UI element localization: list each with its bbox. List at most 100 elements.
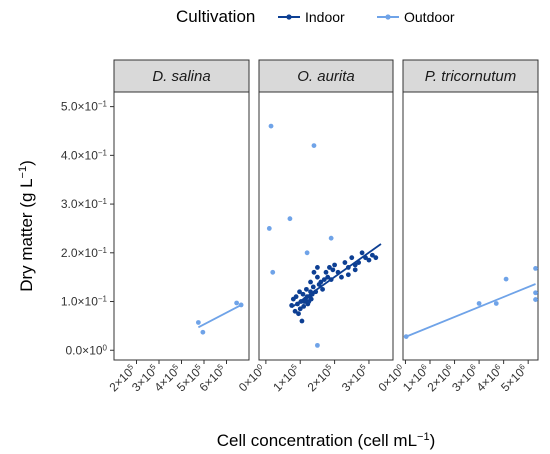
x-tick-label-1-2: 2×105 [304,361,337,394]
point-1-1-20 [308,296,314,302]
point-1-1-22 [310,284,316,290]
x-tick-label-2-4: 4×106 [473,361,506,394]
x-axis-title: Cell concentration (cell mL−1) [217,431,436,450]
point-1-1-45 [366,257,372,263]
point-1-1-49 [315,265,320,270]
panel-strip-0 [113,59,250,93]
point-1-1-5 [296,311,301,317]
legend-label-0: Indoor [305,9,345,25]
y-tick-label-0: 0.0×100 [66,343,108,358]
point-1-1-50 [345,272,351,278]
y-tick-label-3-exp: −1 [98,197,108,206]
point-0-0-3 [238,302,244,308]
y-tick-label-1-exp: −1 [98,294,108,303]
series-2-outdoor [403,265,538,340]
point-0-0-1 [200,329,206,335]
x-tick-label-2-5-exp: 6 [517,361,527,371]
x-tick-label-1-1: 1×105 [270,361,303,394]
y-axis-title: Dry matter (g L−1) [17,160,36,292]
y-tick-label-5: 5.0×10−1 [61,99,108,114]
point-2-0-4 [533,265,538,271]
point-1-0-0 [268,123,274,129]
legend-key-point-0 [286,14,292,20]
point-1-1-14 [304,286,309,292]
x-tick-label-0-0-exp: 5 [125,361,135,371]
point-1-1-29 [321,277,327,282]
axis-titles: Cell concentration (cell mL−1) Dry matter… [17,160,435,450]
x-axis-title-base: Cell concentration (cell mL [217,431,417,450]
point-1-1-2 [292,308,298,314]
point-1-1-44 [363,255,368,261]
y-tick-label-0-exp: 0 [103,343,108,352]
y-tick-label-4-exp: −1 [98,148,108,157]
fit-line-0-0 [197,303,243,329]
x-tick-label-1-3-exp: 5 [358,361,368,371]
x-tick-label-0-4: 6×105 [196,361,229,394]
panel-border-2 [402,91,539,361]
point-1-0-3 [311,143,317,149]
point-1-1-51 [352,267,358,273]
legend: Cultivation Indoor Outdoor [176,7,455,26]
panel-2: P. tricornutum 0×1001×1062×1063×1064×1065… [375,59,539,394]
series-0-outdoor [195,300,244,335]
y-tick-label-1: 1.0×10−1 [61,294,108,309]
series-1-indoor [289,243,382,324]
legend-key-point-1 [385,14,391,20]
point-1-1-23 [311,269,317,275]
point-0-0-2 [234,300,240,306]
x-tick-label-2-4-exp: 6 [492,361,502,371]
point-1-1-10 [300,291,306,297]
y-tick-label-5-exp: −1 [98,99,108,108]
point-2-0-6 [533,297,538,302]
x-axis-title-sup: −1 [417,431,430,443]
point-1-1-34 [330,267,336,273]
x-tick-label-1-0-exp: 0 [255,361,265,371]
panel-title-1: O. aurita [297,68,355,85]
point-1-1-33 [328,277,334,282]
y-axis: 0.0×1001.0×10−12.0×10−13.0×10−14.0×10−15… [61,99,114,357]
y-axis-title-sup: −1 [17,166,29,179]
point-1-1-11 [301,304,307,309]
panel-title-2: P. tricornutum [425,68,516,85]
point-1-1-40 [349,255,355,261]
point-1-1-27 [318,279,324,285]
y-tick-label-0-base: 0.0×10 [66,343,103,357]
point-1-0-4 [304,250,310,256]
x-tick-label-2-2: 2×106 [424,361,457,394]
x-tick-label-0-4-exp: 5 [215,361,225,371]
point-1-1-42 [356,260,362,265]
point-2-0-0 [403,334,409,340]
point-1-1-30 [323,269,329,275]
point-1-1-9 [299,318,305,324]
panel-strip-2 [402,59,539,93]
x-tick-label-0-3-exp: 5 [193,361,203,371]
panel-border-0 [113,91,250,361]
y-tick-label-4: 4.0×10−1 [61,148,108,163]
x-tick-label-2-3-exp: 6 [468,361,478,371]
point-1-1-35 [332,262,337,268]
legend-label-1: Outdoor [404,9,455,25]
point-1-1-8 [298,299,304,304]
point-1-1-47 [373,255,379,261]
x-tick-label-2-0-exp: 0 [394,361,404,371]
y-tick-label-3: 3.0×10−1 [61,197,108,212]
fit-line-2-0 [405,283,536,338]
x-tick-label-0-2-exp: 5 [170,361,180,371]
panel-strip-1 [258,59,394,93]
point-1-0-1 [270,269,276,275]
point-1-0-6 [315,342,320,348]
y-tick-label-5-base: 5.0×10 [61,100,98,114]
legend-title: Cultivation [176,7,255,26]
point-1-0-2 [287,216,293,222]
point-1-1-0 [289,303,295,308]
x-tick-label-0-1-exp: 5 [148,361,158,371]
point-2-0-2 [493,301,499,306]
point-1-1-24 [313,289,319,295]
point-1-1-43 [359,250,365,256]
point-1-1-4 [295,301,300,307]
series-1-outdoor [266,123,334,348]
point-1-1-31 [325,274,331,280]
point-1-1-32 [327,265,332,270]
x-tick-label-1-1-exp: 5 [289,361,299,371]
